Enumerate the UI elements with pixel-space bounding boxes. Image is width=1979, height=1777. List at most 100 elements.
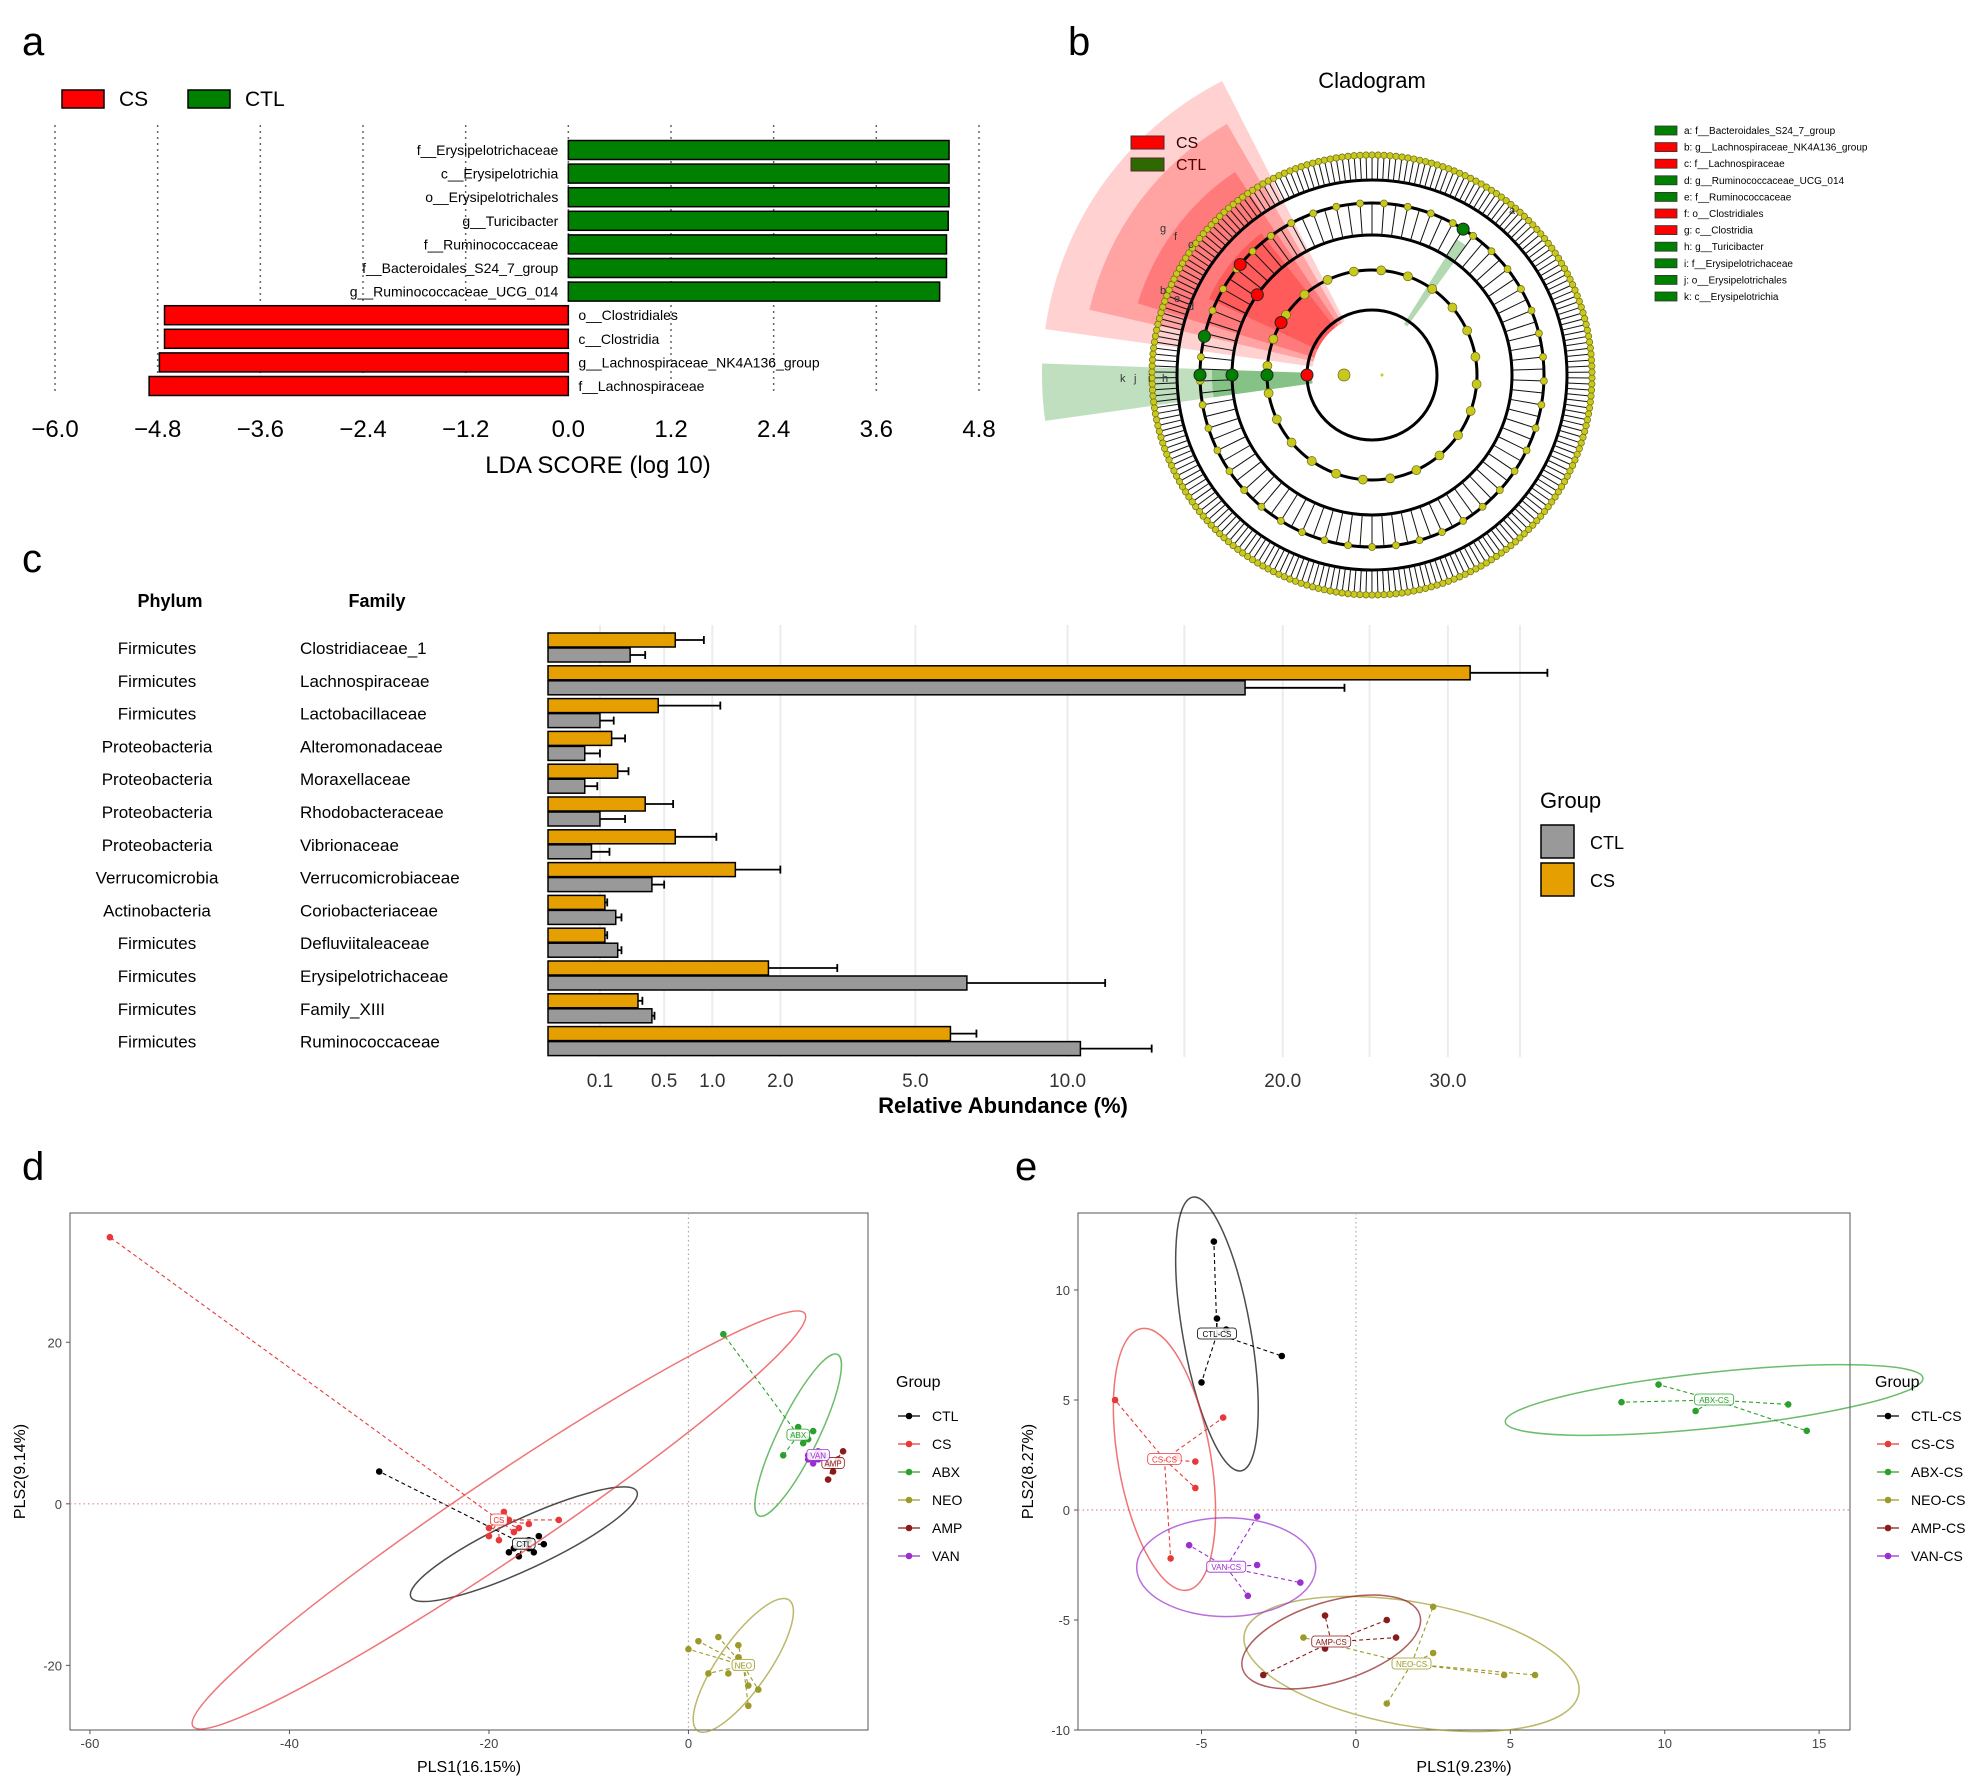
data-point [839, 1448, 847, 1455]
inner-branch [1504, 321, 1536, 333]
centroid-label: ABX [790, 1431, 807, 1440]
leaf-node [1356, 151, 1364, 159]
sector-letter: b [1160, 285, 1166, 297]
inner-branch [1301, 217, 1316, 248]
leaf-branch [1193, 248, 1214, 263]
x-axis-title: LDA SCORE (log 10) [485, 452, 710, 479]
data-point [1300, 1634, 1307, 1641]
leaf-branch [1279, 177, 1290, 199]
x-axis-title: PLS1(9.23%) [1416, 1759, 1511, 1776]
leaf-branch [1392, 568, 1397, 592]
leaf-node [1151, 410, 1159, 418]
leaf-branch [1248, 535, 1263, 556]
bar-ctl [547, 876, 653, 893]
leaf-branch [1376, 157, 1379, 181]
leaf-node [1472, 177, 1480, 185]
leaf-branch [1359, 157, 1362, 181]
spider-line [1216, 1333, 1282, 1357]
sector-letter: d [1188, 301, 1194, 313]
leaf-branch [1472, 188, 1486, 209]
leaf-node [1582, 320, 1590, 328]
data-point [525, 1520, 533, 1528]
key-label: c: f__Lachnospiraceae [1684, 159, 1785, 170]
leaf-branch [1558, 312, 1582, 321]
leaf-node [1199, 512, 1207, 520]
leaf-branch [1204, 234, 1223, 251]
leaf-branch [1248, 194, 1263, 215]
leaf-node [1507, 542, 1515, 550]
bar-ctl [547, 909, 617, 926]
panel-c-abundance-chart: Phylum Family Firmicutes Clostridiaceae_1 Fi… [96, 591, 1624, 1118]
leaf-branch [1161, 318, 1184, 326]
leaf-node [1502, 197, 1510, 205]
legend-key-point [905, 1552, 913, 1560]
leaf-branch [1200, 239, 1220, 255]
leaf-node [1477, 562, 1485, 570]
spider-line [1164, 1417, 1224, 1460]
data-point [485, 1524, 493, 1532]
leaf-branch [1312, 562, 1320, 586]
leaf-branch [1566, 382, 1590, 385]
bar-ctl [547, 745, 586, 762]
leaf-branch [1158, 330, 1182, 336]
leaf-node [1427, 583, 1435, 591]
confidence-ellipse [692, 1597, 795, 1734]
clade-node [1263, 388, 1274, 399]
leaf-branch [1156, 341, 1180, 347]
leaf-branch [1155, 347, 1179, 352]
leaf-branch [1434, 168, 1443, 191]
biomarker-node-cs [1233, 257, 1247, 271]
centroid-label-box [1197, 1327, 1237, 1340]
leaf-branch [1290, 172, 1300, 195]
legend-label: AMP-CS [1911, 1520, 1965, 1536]
leaf-node [1153, 326, 1161, 334]
inner-branch [1290, 222, 1307, 252]
inner-branch [1217, 435, 1247, 451]
leaf-node [1433, 581, 1441, 589]
leaf-branch [1170, 449, 1193, 460]
leaf-branch [1200, 495, 1220, 511]
leaf-branch [1449, 553, 1460, 576]
leaf-node [1516, 534, 1524, 542]
legend-title: Group [1875, 1374, 1920, 1391]
inner-branch [1461, 481, 1483, 508]
lda-bar [567, 257, 948, 279]
leaf-branch [1397, 568, 1403, 592]
bar-ctl [547, 712, 601, 729]
bar-cs [547, 894, 606, 911]
bar-label: g__Turicibacter [462, 213, 558, 229]
bar-label: f__Bacteroidales_S24_7_group [362, 260, 558, 276]
leaf-node [1229, 200, 1237, 208]
legend-title: Group [896, 1374, 941, 1391]
leaf-node [1588, 374, 1596, 382]
leaf-node [1392, 590, 1400, 598]
leaf-node [1374, 151, 1382, 159]
leaf-node [1588, 368, 1596, 376]
inner-branch [1243, 259, 1269, 282]
legend-label: ABX-CS [1911, 1464, 1963, 1480]
x-tick-label: 15 [1812, 1736, 1826, 1751]
leaf-branch [1178, 464, 1200, 476]
row-family: Ruminococcaceae [300, 1033, 440, 1052]
inner-branch [1410, 509, 1420, 541]
leaf-branch [1454, 551, 1465, 573]
data-point [1297, 1579, 1304, 1586]
leaf-node [1416, 586, 1424, 594]
panel-label-c: c [22, 537, 42, 581]
data-point [725, 1670, 732, 1677]
leaf-node [1244, 189, 1252, 198]
bar-ctl [547, 942, 619, 958]
inner-branch [1270, 235, 1291, 263]
inner-branch [1497, 299, 1527, 315]
key-swatch [1654, 258, 1678, 269]
data-point [745, 1702, 752, 1710]
inner-branch [1390, 513, 1397, 546]
leaf-node [1477, 180, 1485, 188]
leaf-branch [1565, 398, 1589, 403]
leaf-node [1548, 244, 1556, 252]
leaf-branch [1429, 166, 1438, 189]
leaf-node [1154, 422, 1162, 430]
legend-key-point [905, 1440, 913, 1448]
leaf-node [1380, 151, 1388, 159]
